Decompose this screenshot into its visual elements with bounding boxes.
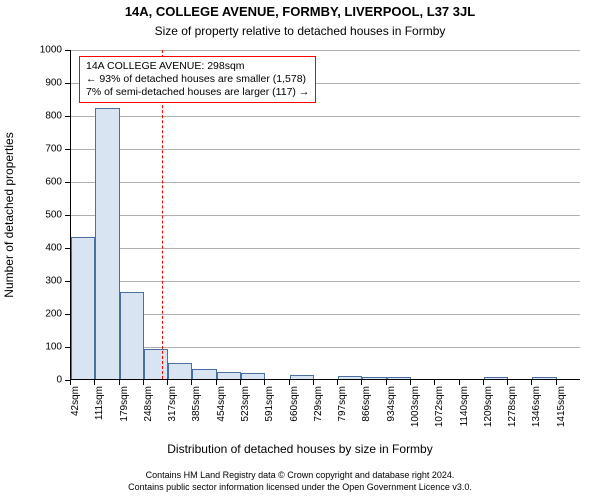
- x-tick-label: 591sqm: [264, 386, 275, 436]
- grid-line: [71, 281, 580, 282]
- histogram-bar: [241, 373, 265, 379]
- x-tick-mark: [531, 380, 532, 385]
- x-tick-label: 1415sqm: [556, 386, 567, 436]
- x-tick-mark: [386, 380, 387, 385]
- x-tick-label: 385sqm: [191, 386, 202, 436]
- x-tick-mark: [556, 380, 557, 385]
- plot-area: 14A COLLEGE AVENUE: 298sqm ← 93% of deta…: [70, 50, 580, 380]
- y-tick-label: 1000: [40, 45, 62, 56]
- histogram-bar: [168, 363, 192, 380]
- credits-line-1: Contains HM Land Registry data © Crown c…: [0, 470, 600, 480]
- x-tick-mark: [361, 380, 362, 385]
- chart-title: 14A, COLLEGE AVENUE, FORMBY, LIVERPOOL, …: [0, 4, 600, 19]
- x-tick-label: 797sqm: [337, 386, 348, 436]
- x-tick-mark: [459, 380, 460, 385]
- grid-line: [71, 149, 580, 150]
- x-tick-label: 934sqm: [386, 386, 397, 436]
- y-tick-label: 700: [45, 144, 62, 155]
- y-tick-label: 600: [45, 177, 62, 188]
- y-tick-mark: [65, 50, 70, 51]
- y-tick-mark: [65, 314, 70, 315]
- x-tick-mark: [483, 380, 484, 385]
- y-tick-label: 200: [45, 309, 62, 320]
- y-tick-mark: [65, 281, 70, 282]
- histogram-bar: [338, 376, 362, 379]
- y-tick-label: 0: [56, 375, 62, 386]
- x-axis-label: Distribution of detached houses by size …: [0, 442, 600, 456]
- x-tick-mark: [191, 380, 192, 385]
- histogram-bar: [484, 377, 508, 379]
- x-tick-mark: [337, 380, 338, 385]
- y-tick-label: 900: [45, 78, 62, 89]
- histogram-bar: [290, 375, 314, 379]
- info-box: 14A COLLEGE AVENUE: 298sqm ← 93% of deta…: [79, 56, 316, 103]
- x-tick-mark: [216, 380, 217, 385]
- y-tick-label: 400: [45, 243, 62, 254]
- grid-line: [71, 182, 580, 183]
- x-tick-label: 729sqm: [313, 386, 324, 436]
- y-tick-mark: [65, 83, 70, 84]
- x-tick-mark: [507, 380, 508, 385]
- x-tick-label: 248sqm: [143, 386, 154, 436]
- y-tick-mark: [65, 149, 70, 150]
- chart-root: 14A, COLLEGE AVENUE, FORMBY, LIVERPOOL, …: [0, 0, 600, 500]
- histogram-bar: [95, 108, 119, 379]
- x-tick-mark: [94, 380, 95, 385]
- histogram-bar: [71, 237, 95, 379]
- x-tick-mark: [313, 380, 314, 385]
- grid-line: [71, 248, 580, 249]
- y-tick-mark: [65, 215, 70, 216]
- x-tick-label: 1209sqm: [483, 386, 494, 436]
- histogram-bar: [120, 292, 144, 379]
- x-tick-label: 42sqm: [70, 386, 81, 436]
- x-tick-mark: [264, 380, 265, 385]
- x-tick-label: 866sqm: [361, 386, 372, 436]
- x-tick-label: 179sqm: [119, 386, 130, 436]
- x-tick-mark: [240, 380, 241, 385]
- histogram-bar: [387, 377, 411, 379]
- histogram-bar: [192, 369, 216, 379]
- x-tick-mark: [434, 380, 435, 385]
- info-line-smaller: ← 93% of detached houses are smaller (1,…: [86, 73, 309, 86]
- x-tick-mark: [410, 380, 411, 385]
- grid-line: [71, 314, 580, 315]
- x-tick-label: 1140sqm: [459, 386, 470, 436]
- x-tick-mark: [289, 380, 290, 385]
- grid-line: [71, 50, 580, 51]
- x-tick-mark: [143, 380, 144, 385]
- x-tick-label: 523sqm: [240, 386, 251, 436]
- y-tick-label: 800: [45, 111, 62, 122]
- x-tick-label: 454sqm: [216, 386, 227, 436]
- chart-subtitle: Size of property relative to detached ho…: [0, 24, 600, 38]
- histogram-bar: [144, 349, 168, 379]
- y-axis-label: Number of detached properties: [2, 132, 16, 297]
- y-tick-mark: [65, 248, 70, 249]
- y-tick-mark: [65, 347, 70, 348]
- x-tick-label: 660sqm: [289, 386, 300, 436]
- grid-line: [71, 116, 580, 117]
- y-tick-mark: [65, 116, 70, 117]
- x-tick-label: 1346sqm: [531, 386, 542, 436]
- info-line-property: 14A COLLEGE AVENUE: 298sqm: [86, 60, 309, 73]
- y-tick-label: 500: [45, 210, 62, 221]
- y-tick-mark: [65, 182, 70, 183]
- y-tick-label: 100: [45, 342, 62, 353]
- credits-line-2: Contains public sector information licen…: [0, 482, 600, 492]
- x-tick-label: 1072sqm: [434, 386, 445, 436]
- x-tick-mark: [70, 380, 71, 385]
- x-tick-mark: [167, 380, 168, 385]
- y-tick-label: 300: [45, 276, 62, 287]
- x-tick-label: 1003sqm: [410, 386, 421, 436]
- info-line-larger: 7% of semi-detached houses are larger (1…: [86, 86, 309, 99]
- histogram-bar: [532, 377, 556, 379]
- grid-line: [71, 215, 580, 216]
- x-tick-label: 1278sqm: [507, 386, 518, 436]
- x-tick-label: 317sqm: [167, 386, 178, 436]
- histogram-bar: [362, 377, 386, 379]
- x-tick-label: 111sqm: [94, 386, 105, 436]
- x-tick-mark: [119, 380, 120, 385]
- grid-line: [71, 347, 580, 348]
- histogram-bar: [217, 372, 241, 379]
